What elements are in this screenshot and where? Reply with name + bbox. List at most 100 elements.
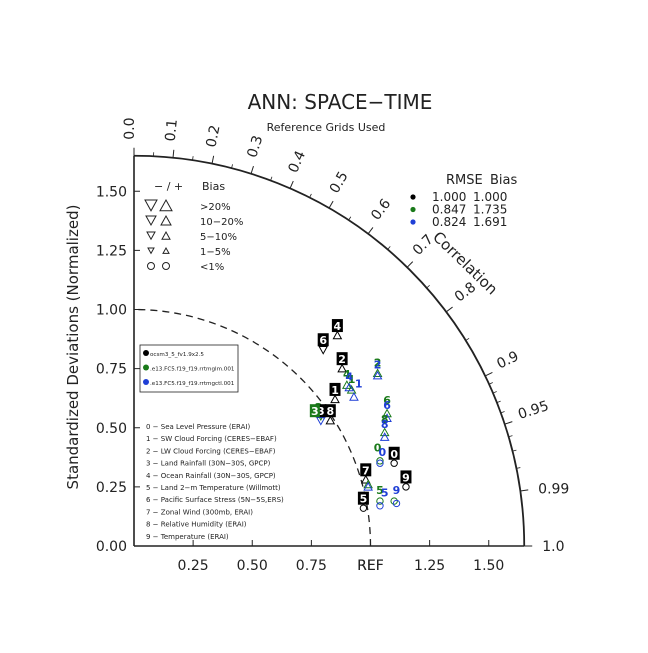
boxed-label-text: 3 <box>311 405 319 418</box>
case-name: ocsm3_5_fv1.9x2.5 <box>150 352 204 358</box>
data-point-label: 1 <box>355 378 363 391</box>
bias-legend-down-triangle <box>148 248 154 253</box>
correlation-tick-mark <box>446 307 452 312</box>
bias-legend-header: Bias <box>202 180 225 193</box>
variable-legend-entry: 1 − SW Cloud Forcing (CERES−EBAF) <box>146 435 277 443</box>
y-tick-label: 1.25 <box>96 243 127 259</box>
correlation-tick-label: 0.6 <box>368 196 394 223</box>
correlation-tick-label: 0.7 <box>410 232 437 259</box>
data-point-down-triangle <box>319 347 327 354</box>
y-tick-label: 0.75 <box>96 362 127 378</box>
correlation-tick-label: 0.4 <box>285 148 309 175</box>
correlation-tick-label: 1.0 <box>542 539 564 555</box>
bias-legend-row-label: <1% <box>200 262 224 273</box>
data-point-up-triangle <box>350 393 358 400</box>
correlation-tick-mark <box>520 490 528 491</box>
stats-color-dot <box>410 194 415 199</box>
correlation-tick-label: 0.3 <box>244 134 266 160</box>
correlation-minor-tick <box>427 285 430 288</box>
data-points: 1122446688300755901234567893 <box>310 319 412 511</box>
stats-header-rmse: RMSE <box>446 173 483 188</box>
variable-legend-entry: 8 − Relative Humidity (ERAI) <box>146 521 247 529</box>
data-point-label: 5 <box>381 486 389 499</box>
y-tick-label: 1.00 <box>96 303 127 319</box>
boxed-label-text: 8 <box>326 405 334 418</box>
stats-color-dot <box>410 219 415 224</box>
case-color-dot <box>143 350 149 356</box>
y-tick-label: 1.50 <box>96 184 127 200</box>
variable-legend-entry: 5 − Land 2−m Temperature (Willmott) <box>146 484 281 492</box>
data-point-circle <box>377 503 383 509</box>
variable-legend-entry: 3 − Land Rainfall (30N−30S, GPCP) <box>146 460 271 468</box>
correlation-tick-mark <box>173 150 174 158</box>
reference-label: REF <box>357 558 384 574</box>
bias-legend-row-label: 10−20% <box>200 217 243 228</box>
correlation-tick-label: 0.2 <box>203 124 223 149</box>
chart-title: ANN: SPACE−TIME <box>248 90 433 114</box>
y-tick-label: 0.00 <box>96 539 127 555</box>
y-tick-label: 0.50 <box>96 421 127 437</box>
correlation-minor-tick <box>349 217 351 220</box>
case-color-dot <box>143 379 149 385</box>
bias-legend-up-triangle <box>163 248 169 253</box>
variable-legend-entry: 4 − Ocean Rainfall (30N−30S, GPCP) <box>146 472 276 480</box>
correlation-tick-mark <box>485 372 492 375</box>
data-point-circle <box>403 484 409 490</box>
boxed-label-text: 0 <box>390 448 398 461</box>
bias-legend-down-triangle <box>146 216 156 225</box>
correlation-minor-tick <box>388 246 391 249</box>
data-point-label: 4 <box>345 370 353 383</box>
stats-color-dot <box>410 207 415 212</box>
case-name: .e13.FC5.f19_f19.rrtmgctl.001 <box>150 381 235 387</box>
stats-bias-value: 1.691 <box>473 215 507 229</box>
data-point-up-triangle <box>364 481 372 488</box>
bias-legend-up-triangle <box>160 200 172 211</box>
data-point-label: 2 <box>374 359 382 372</box>
data-point-circle <box>360 505 366 511</box>
correlation-tick-mark <box>251 166 253 174</box>
legend-area: − / + Bias >20% 10−20% 5−10% 1−5% <1% RMSE Bias 1… <box>140 173 517 541</box>
bias-legend-row-label: 5−10% <box>200 232 237 243</box>
correlation-tick-label: 0.5 <box>327 169 352 196</box>
data-point-label: 6 <box>383 399 391 412</box>
correlation-tick-mark <box>329 201 333 208</box>
case-name: .e13.FC5.f19_f19.rrtmglm.001 <box>150 367 235 373</box>
boxed-label-text: 9 <box>402 471 410 484</box>
correlation-tick-label: 0.0 <box>122 118 138 140</box>
y-tick-label: 0.25 <box>96 480 127 496</box>
boxed-label-text: 5 <box>360 493 368 506</box>
variable-legend-entry: 9 − Temperature (ERAI) <box>146 533 229 541</box>
correlation-tick-mark <box>368 227 373 233</box>
correlation-tick-label: 0.99 <box>538 482 569 498</box>
variable-legend-entry: 6 − Pacific Surface Stress (5N−5S,ERS) <box>146 496 284 504</box>
x-tick-label: 0.75 <box>296 558 327 574</box>
bias-legend-up-triangle <box>162 232 170 239</box>
correlation-tick-label: 0.95 <box>516 398 551 423</box>
chart-subtitle: Reference Grids Used <box>267 121 386 134</box>
case-color-dot <box>143 365 149 371</box>
boxed-label-text: 1 <box>331 384 339 397</box>
bias-legend-row-label: 1−5% <box>200 247 231 258</box>
bias-legend-down-triangle <box>147 232 155 239</box>
data-point-label: 8 <box>381 418 389 431</box>
data-point-label: 0 <box>378 446 386 459</box>
boxed-label-text: 4 <box>334 320 342 333</box>
bias-legend-down-triangle <box>145 200 157 211</box>
correlation-tick-mark <box>407 262 413 268</box>
bias-legend-signs: − / + <box>154 180 183 193</box>
bias-legend-row-label: >20% <box>200 202 231 213</box>
x-tick-label: 1.50 <box>473 558 504 574</box>
stats-header-bias: Bias <box>490 173 517 188</box>
correlation-tick-mark <box>505 422 513 424</box>
variable-legend-entry: 2 − LW Cloud Forcing (CERES−EBAF) <box>146 447 276 455</box>
bias-legend-circle <box>148 263 155 270</box>
boxed-label-text: 2 <box>338 353 346 366</box>
boxed-label-text: 6 <box>319 334 327 347</box>
boxed-label-text: 7 <box>362 464 370 477</box>
variable-legend-entry: 0 − Sea Level Pressure (ERAI) <box>146 423 250 431</box>
correlation-minor-tick <box>466 338 469 340</box>
stats-rmse-value: 0.824 <box>432 215 466 229</box>
data-point-down-triangle <box>317 417 325 424</box>
